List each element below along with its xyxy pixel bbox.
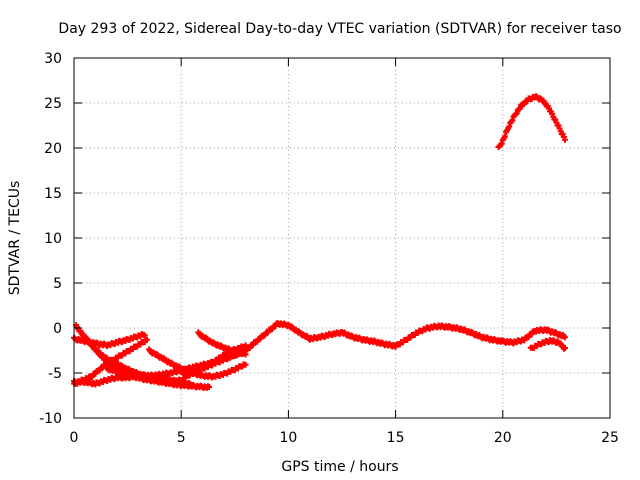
y-tick-label: 5 xyxy=(53,276,62,292)
series-track-mid-c xyxy=(195,329,249,358)
data-points xyxy=(71,93,568,391)
series-track-late-dip xyxy=(527,336,568,352)
data-point xyxy=(513,110,520,117)
y-tick-label: -5 xyxy=(48,366,62,382)
axis-ticks: 0 5 10 15 20 25 -10 -5 0 5 10 15 20 25 30 xyxy=(39,51,619,446)
data-point xyxy=(561,136,568,143)
data-point xyxy=(242,361,249,368)
y-tick-label: 15 xyxy=(44,186,62,202)
grid xyxy=(74,58,610,418)
y-tick-label: 20 xyxy=(44,141,62,157)
data-point xyxy=(509,117,516,124)
x-tick-label: 15 xyxy=(387,430,405,446)
series-track-early-d xyxy=(71,336,150,387)
series-track-late xyxy=(499,326,568,347)
data-point xyxy=(506,123,513,130)
data-point xyxy=(242,342,249,349)
series-track-mid-a xyxy=(146,346,249,381)
y-axis-label: SDTVAR / TECUs xyxy=(7,181,23,296)
data-point xyxy=(141,332,148,339)
x-tick-label: 25 xyxy=(601,430,619,446)
data-point xyxy=(143,336,150,343)
data-point xyxy=(501,133,508,140)
y-tick-label: 30 xyxy=(44,51,62,67)
data-point xyxy=(498,140,505,147)
x-tick-label: 10 xyxy=(279,430,297,446)
y-tick-label: 25 xyxy=(44,96,62,112)
y-tick-label: 0 xyxy=(53,321,62,337)
series-track-early-c xyxy=(71,331,148,350)
data-point xyxy=(206,384,213,391)
x-tick-label: 0 xyxy=(70,430,79,446)
y-tick-label: -10 xyxy=(39,411,62,427)
x-tick-label: 5 xyxy=(177,430,186,446)
data-point xyxy=(242,351,249,358)
y-tick-label: 10 xyxy=(44,231,62,247)
series-track-high xyxy=(495,93,568,150)
data-point xyxy=(516,105,523,112)
x-axis-label: GPS time / hours xyxy=(281,459,398,475)
data-point xyxy=(561,345,568,351)
chart-title: Day 293 of 2022, Sidereal Day-to-day VTE… xyxy=(58,21,621,37)
data-point xyxy=(561,334,568,341)
x-tick-label: 20 xyxy=(494,430,512,446)
